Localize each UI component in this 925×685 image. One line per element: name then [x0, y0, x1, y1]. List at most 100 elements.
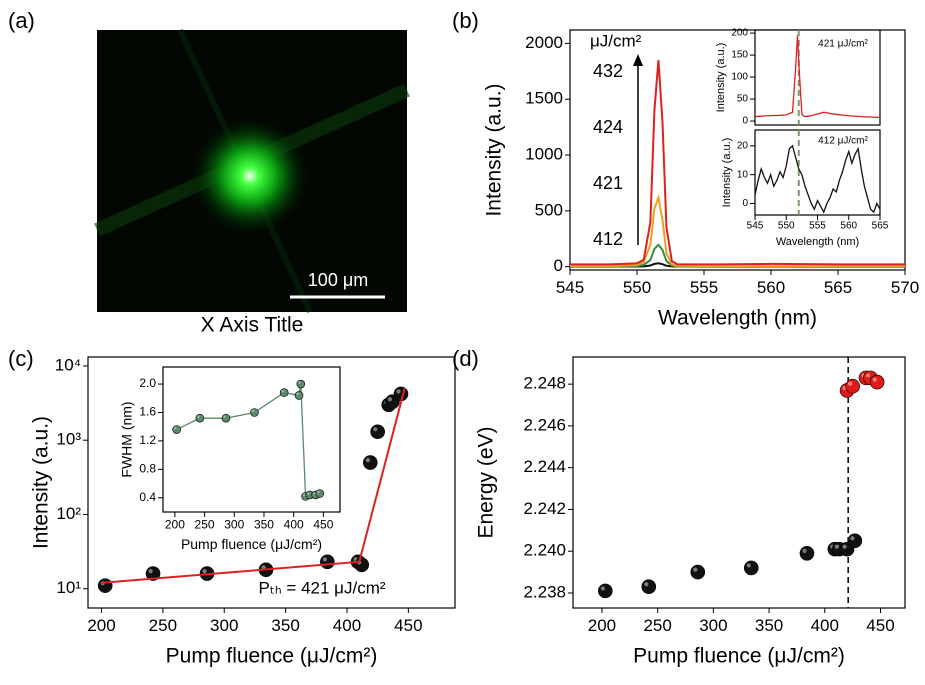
series-line [754, 144, 881, 214]
point-highlight [693, 567, 698, 572]
annotation: 421 μJ/cm² [818, 39, 868, 50]
point-highlight [373, 427, 378, 432]
x-axis-label: Wavelength (nm) [658, 307, 817, 330]
data-point [690, 564, 706, 580]
x-tick-label: 560 [757, 278, 785, 297]
legend-arrowhead [633, 54, 643, 66]
y-tick-label: 1.6 [139, 405, 156, 419]
y-tick-label: 2.240 [523, 541, 566, 560]
y-tick-label: 2.242 [523, 499, 566, 518]
legend-label: 424 [593, 117, 623, 137]
point-highlight [251, 409, 255, 413]
point-highlight [322, 557, 327, 562]
y-axis-label: Intensity (a.u.) [483, 83, 506, 216]
y-tick-label: 10⁴ [55, 355, 81, 374]
point-highlight [313, 492, 316, 495]
series-line [570, 60, 905, 266]
point-highlight [261, 565, 266, 570]
data-point [172, 425, 181, 434]
x-tick-label: 545 [556, 278, 584, 297]
data-point [296, 379, 306, 389]
legend-unit: μJ/cm² [590, 31, 642, 50]
point-highlight [317, 490, 320, 494]
point-highlight [174, 426, 177, 430]
point-highlight [365, 458, 370, 463]
y-tick-label: 2.246 [523, 415, 566, 434]
x-tick-label: 545 [747, 221, 764, 232]
x-tick-label: 570 [891, 278, 919, 297]
y-tick-label: 10 [737, 169, 749, 180]
x-tick-label: 565 [824, 278, 852, 297]
y-tick-label: 150 [731, 50, 748, 61]
panel-label: (d) [452, 346, 479, 371]
point-highlight [644, 582, 649, 587]
point-highlight [148, 569, 153, 574]
series-line [101, 388, 406, 584]
series-line [754, 35, 881, 119]
y-tick-label: 100 [731, 72, 748, 83]
x-tick-label: 300 [210, 616, 238, 635]
point-highlight [298, 381, 301, 384]
y-tick-label: 1.2 [139, 433, 156, 447]
point-highlight [865, 373, 871, 378]
data-point [320, 554, 335, 570]
data-point [195, 413, 205, 423]
plot-frame [754, 29, 881, 126]
y-axis-label: Intensity (a.u.) [721, 138, 733, 208]
series-line [570, 193, 905, 268]
point-highlight [281, 389, 284, 393]
data-point [363, 455, 378, 470]
point-highlight [197, 415, 200, 418]
data-point [279, 388, 289, 397]
x-tick-label: 400 [811, 616, 839, 635]
data-point [370, 424, 385, 440]
data-point [354, 557, 370, 573]
x-tick-label: 300 [224, 517, 244, 531]
x-tick-label: 350 [254, 517, 274, 531]
plot-frame [569, 29, 906, 271]
x-tick-label: 565 [872, 221, 889, 232]
x-tick-label: 200 [87, 616, 115, 635]
y-tick-label: 0 [742, 116, 748, 127]
y-tick-label: 0 [554, 256, 563, 275]
y-tick-label: 200 [731, 28, 748, 39]
y-tick-label: 0 [742, 198, 748, 209]
data-point [250, 408, 259, 417]
x-tick-label: 450 [866, 616, 894, 635]
x-tick-label: 400 [333, 616, 361, 635]
point-highlight [296, 392, 299, 396]
x-axis-label: X Axis Title [201, 314, 304, 337]
plot-frame [87, 356, 456, 609]
x-tick-label: 555 [690, 278, 718, 297]
point-highlight [842, 544, 847, 549]
panel-label: (c) [8, 346, 34, 371]
y-tick-label: 10¹ [56, 578, 81, 597]
y-tick-label: 0.4 [139, 490, 156, 504]
data-point [869, 374, 885, 390]
emission-spot [190, 116, 310, 236]
x-axis-label: Wavelength (nm) [776, 236, 859, 248]
x-axis-label: Pump fluence (μJ/cm²) [633, 645, 845, 668]
x-tick-label: 200 [165, 517, 185, 531]
y-tick-label: 2.0 [139, 376, 156, 390]
x-tick-label: 200 [588, 616, 616, 635]
y-tick-label: 10³ [56, 430, 81, 449]
data-point [315, 489, 325, 498]
point-highlight [202, 569, 207, 574]
x-tick-label: 560 [840, 221, 857, 232]
y-tick-label: 10² [56, 504, 81, 523]
point-highlight [746, 563, 751, 568]
x-tick-label: 550 [623, 278, 651, 297]
x-tick-label: 250 [643, 616, 671, 635]
x-tick-label: 555 [809, 221, 826, 232]
panel-label: (a) [8, 8, 35, 33]
y-axis-label: Intensity (a.u.) [30, 416, 53, 549]
point-highlight [302, 493, 306, 497]
y-axis-label: FWHM (nm) [119, 401, 135, 477]
x-tick-label: 250 [195, 517, 215, 531]
point-highlight [600, 586, 605, 591]
y-tick-label: 2.248 [523, 374, 566, 393]
x-tick-label: 300 [699, 616, 727, 635]
y-axis-label: Intensity (a.u.) [715, 43, 727, 113]
